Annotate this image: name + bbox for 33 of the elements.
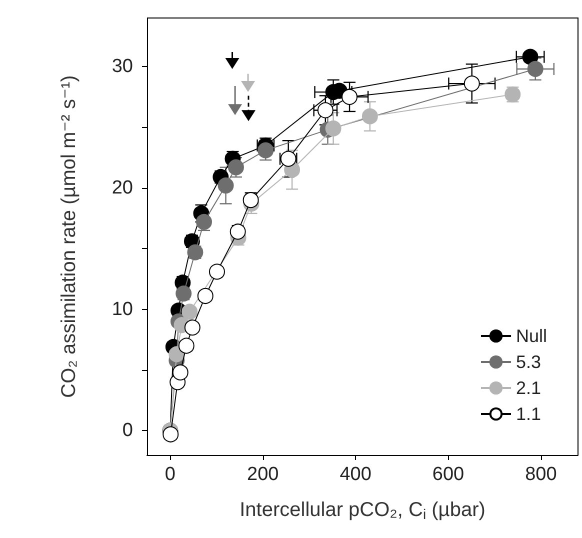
point: [342, 88, 358, 105]
point: [197, 288, 214, 304]
y-tick-label: 20: [112, 177, 133, 198]
point: [168, 346, 185, 362]
point: [218, 178, 234, 194]
point: [242, 192, 259, 208]
point: [178, 338, 194, 354]
y-tick-label: 10: [112, 298, 133, 320]
x-tick-label: 200: [247, 464, 279, 485]
x-tick-label: 600: [432, 464, 464, 485]
point: [258, 142, 274, 158]
x-tick-label: 0: [164, 464, 176, 485]
legend-label: Null: [516, 326, 548, 346]
point: [228, 159, 244, 176]
y-axis-title: CO₂ assimilation rate (µmol m⁻² s⁻¹): [58, 75, 80, 398]
legend-label: 2.1: [516, 378, 542, 398]
point: [182, 304, 198, 320]
x-tick-label: 400: [340, 464, 372, 485]
point: [162, 426, 179, 442]
point: [172, 364, 188, 380]
point: [184, 320, 200, 336]
legend-label: 5.3: [516, 352, 542, 372]
point: [325, 120, 342, 136]
point: [464, 76, 480, 92]
point: [230, 224, 246, 240]
point: [362, 108, 378, 124]
x-tick-label: 800: [525, 464, 557, 485]
point: [317, 102, 334, 118]
legend-label: 1.1: [516, 404, 542, 424]
y-tick-label: 30: [112, 56, 133, 78]
y-tick-label: 0: [122, 420, 133, 442]
point: [208, 264, 225, 280]
point: [527, 60, 544, 77]
